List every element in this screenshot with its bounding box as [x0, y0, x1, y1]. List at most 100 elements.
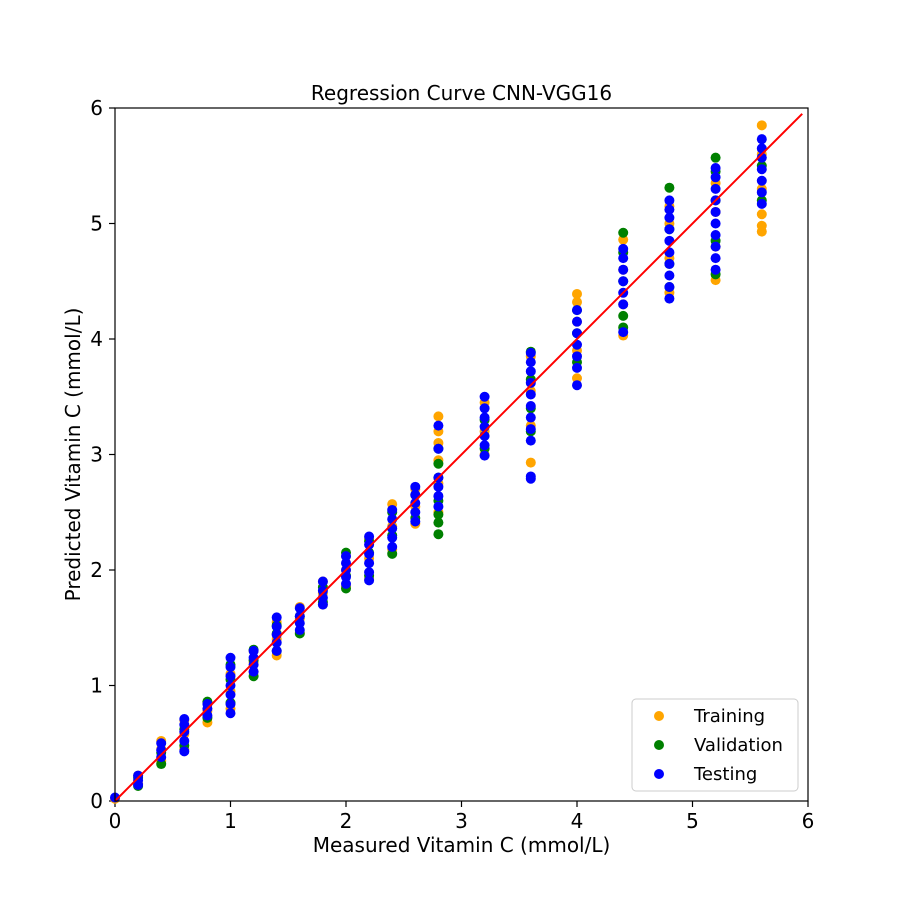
- legend: Training Validation Testing: [631, 698, 799, 792]
- testing-point: [710, 264, 721, 275]
- testing-point: [618, 264, 629, 275]
- validation-point: [387, 548, 398, 559]
- testing-point: [410, 507, 421, 518]
- testing-point: [317, 599, 328, 610]
- training-point: [756, 209, 767, 220]
- testing-point: [179, 714, 190, 724]
- validation-point: [433, 529, 444, 540]
- testing-point: [156, 738, 167, 749]
- training-point: [433, 411, 444, 422]
- legend-box: [631, 698, 799, 792]
- testing-point: [572, 380, 582, 391]
- testing-point: [525, 400, 536, 411]
- testing-point: [271, 637, 282, 648]
- testing-point: [664, 212, 675, 223]
- testing-point: [525, 435, 536, 446]
- validation-point: [156, 759, 167, 770]
- testing-point: [271, 621, 282, 632]
- testing-point: [525, 412, 536, 423]
- testing-point: [479, 403, 490, 414]
- testing-point: [364, 558, 375, 569]
- testing-point: [525, 347, 536, 358]
- testing-point: [225, 698, 236, 709]
- testing-point: [664, 258, 675, 269]
- testing-point: [364, 539, 375, 550]
- validation-point: [433, 517, 444, 528]
- training-point: [572, 373, 582, 384]
- validation-point: [664, 182, 675, 193]
- testing-point: [756, 134, 767, 145]
- legend-marker-validation: [654, 740, 664, 750]
- training-point: [756, 220, 767, 231]
- testing-point: [710, 253, 721, 264]
- testing-point: [271, 645, 282, 656]
- testing-point: [664, 204, 675, 215]
- testing-point: [317, 585, 328, 596]
- y-tick-label: 6: [90, 96, 103, 120]
- regression-line: [114, 113, 803, 802]
- testing-point: [479, 391, 490, 402]
- testing-point: [410, 498, 421, 509]
- training-point: [756, 120, 767, 131]
- validation-point: [710, 152, 721, 163]
- y-tick-label: 0: [90, 789, 103, 813]
- testing-point: [710, 218, 721, 229]
- testing-point: [618, 243, 629, 254]
- testing-point: [387, 541, 398, 552]
- testing-point: [410, 481, 421, 492]
- testing-point: [479, 450, 490, 461]
- testing-point: [341, 558, 351, 569]
- testing-point: [618, 299, 629, 310]
- x-tick-label: 3: [455, 809, 468, 833]
- y-tick-label: 1: [90, 674, 103, 698]
- testing-point: [433, 481, 444, 492]
- plot-frame: [114, 107, 809, 802]
- legend-marker-testing: [654, 769, 664, 779]
- y-axis-label: Predicted Vitamin C (mmol/L): [61, 308, 85, 602]
- testing-point: [341, 578, 351, 589]
- y-tick-label: 4: [90, 327, 103, 351]
- testing-point: [225, 671, 236, 682]
- testing-point: [572, 316, 582, 327]
- testing-point: [710, 183, 721, 194]
- legend-label-training: Training: [693, 706, 765, 727]
- y-tick-label: 2: [90, 558, 103, 582]
- x-tick-label: 5: [686, 809, 699, 833]
- validation-point: [618, 310, 629, 321]
- testing-point: [525, 389, 536, 400]
- testing-point: [387, 532, 398, 543]
- testing-point: [364, 531, 375, 542]
- testing-point: [341, 571, 351, 582]
- x-tick-label: 4: [571, 809, 584, 833]
- testing-point: [225, 662, 236, 673]
- validation-point: [433, 458, 444, 469]
- testing-point: [756, 187, 767, 198]
- testing-point: [179, 746, 190, 757]
- testing-point: [433, 501, 444, 512]
- testing-point: [618, 253, 629, 264]
- testing-point: [756, 198, 767, 209]
- training-point: [572, 288, 582, 299]
- data-points: [110, 120, 767, 804]
- testing-point: [525, 357, 536, 368]
- testing-point: [525, 377, 536, 388]
- testing-point: [664, 293, 675, 304]
- testing-point: [433, 420, 444, 431]
- series-testing: [110, 134, 767, 803]
- testing-point: [294, 618, 305, 629]
- testing-point: [317, 576, 328, 587]
- y-tick-label: 3: [90, 443, 103, 467]
- testing-point: [364, 575, 375, 586]
- testing-point: [433, 443, 444, 454]
- testing-point: [248, 659, 259, 670]
- testing-point: [525, 471, 536, 482]
- testing-point: [202, 710, 213, 721]
- training-point: [618, 234, 629, 245]
- testing-point: [756, 152, 767, 163]
- testing-point: [248, 666, 259, 677]
- testing-point: [133, 770, 144, 781]
- x-tick-label: 0: [109, 809, 122, 833]
- x-tick-label: 1: [224, 809, 237, 833]
- training-point: [572, 297, 582, 308]
- testing-point: [433, 491, 444, 502]
